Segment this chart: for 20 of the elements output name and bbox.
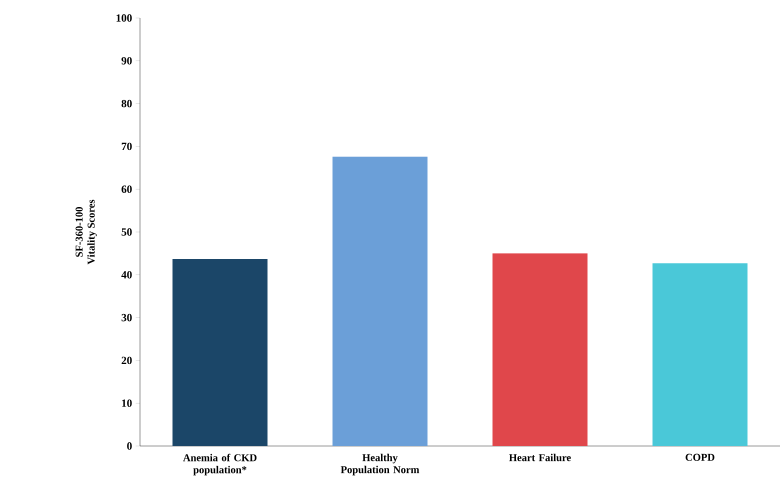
y-tick-label: 80 [122, 100, 132, 108]
x-tick-label: Anemia of CKD population* [183, 454, 257, 476]
y-tick-label: 50 [122, 228, 132, 236]
y-tick-label: 90 [122, 57, 132, 65]
bar [492, 253, 588, 446]
y-tick-label: 100 [116, 14, 132, 22]
y-tick-label: 60 [122, 185, 132, 193]
y-tick-label: 10 [122, 399, 132, 407]
bar [652, 263, 748, 446]
bar [172, 258, 268, 446]
y-tick-label: 30 [122, 314, 132, 322]
y-tick-label: 20 [122, 356, 132, 364]
y-tick-label: 40 [121, 271, 132, 279]
x-tick-label: Heart Failure [509, 454, 571, 462]
bar [332, 156, 428, 446]
y-tick-label: 0 [127, 442, 132, 450]
x-tick-label: COPD [686, 454, 714, 461]
x-tick-label: Healthy Population Norm [340, 454, 420, 476]
y-tick-label: 70 [122, 142, 132, 150]
y-axis-title: SF-360-100 Vitality Scores [76, 200, 97, 264]
